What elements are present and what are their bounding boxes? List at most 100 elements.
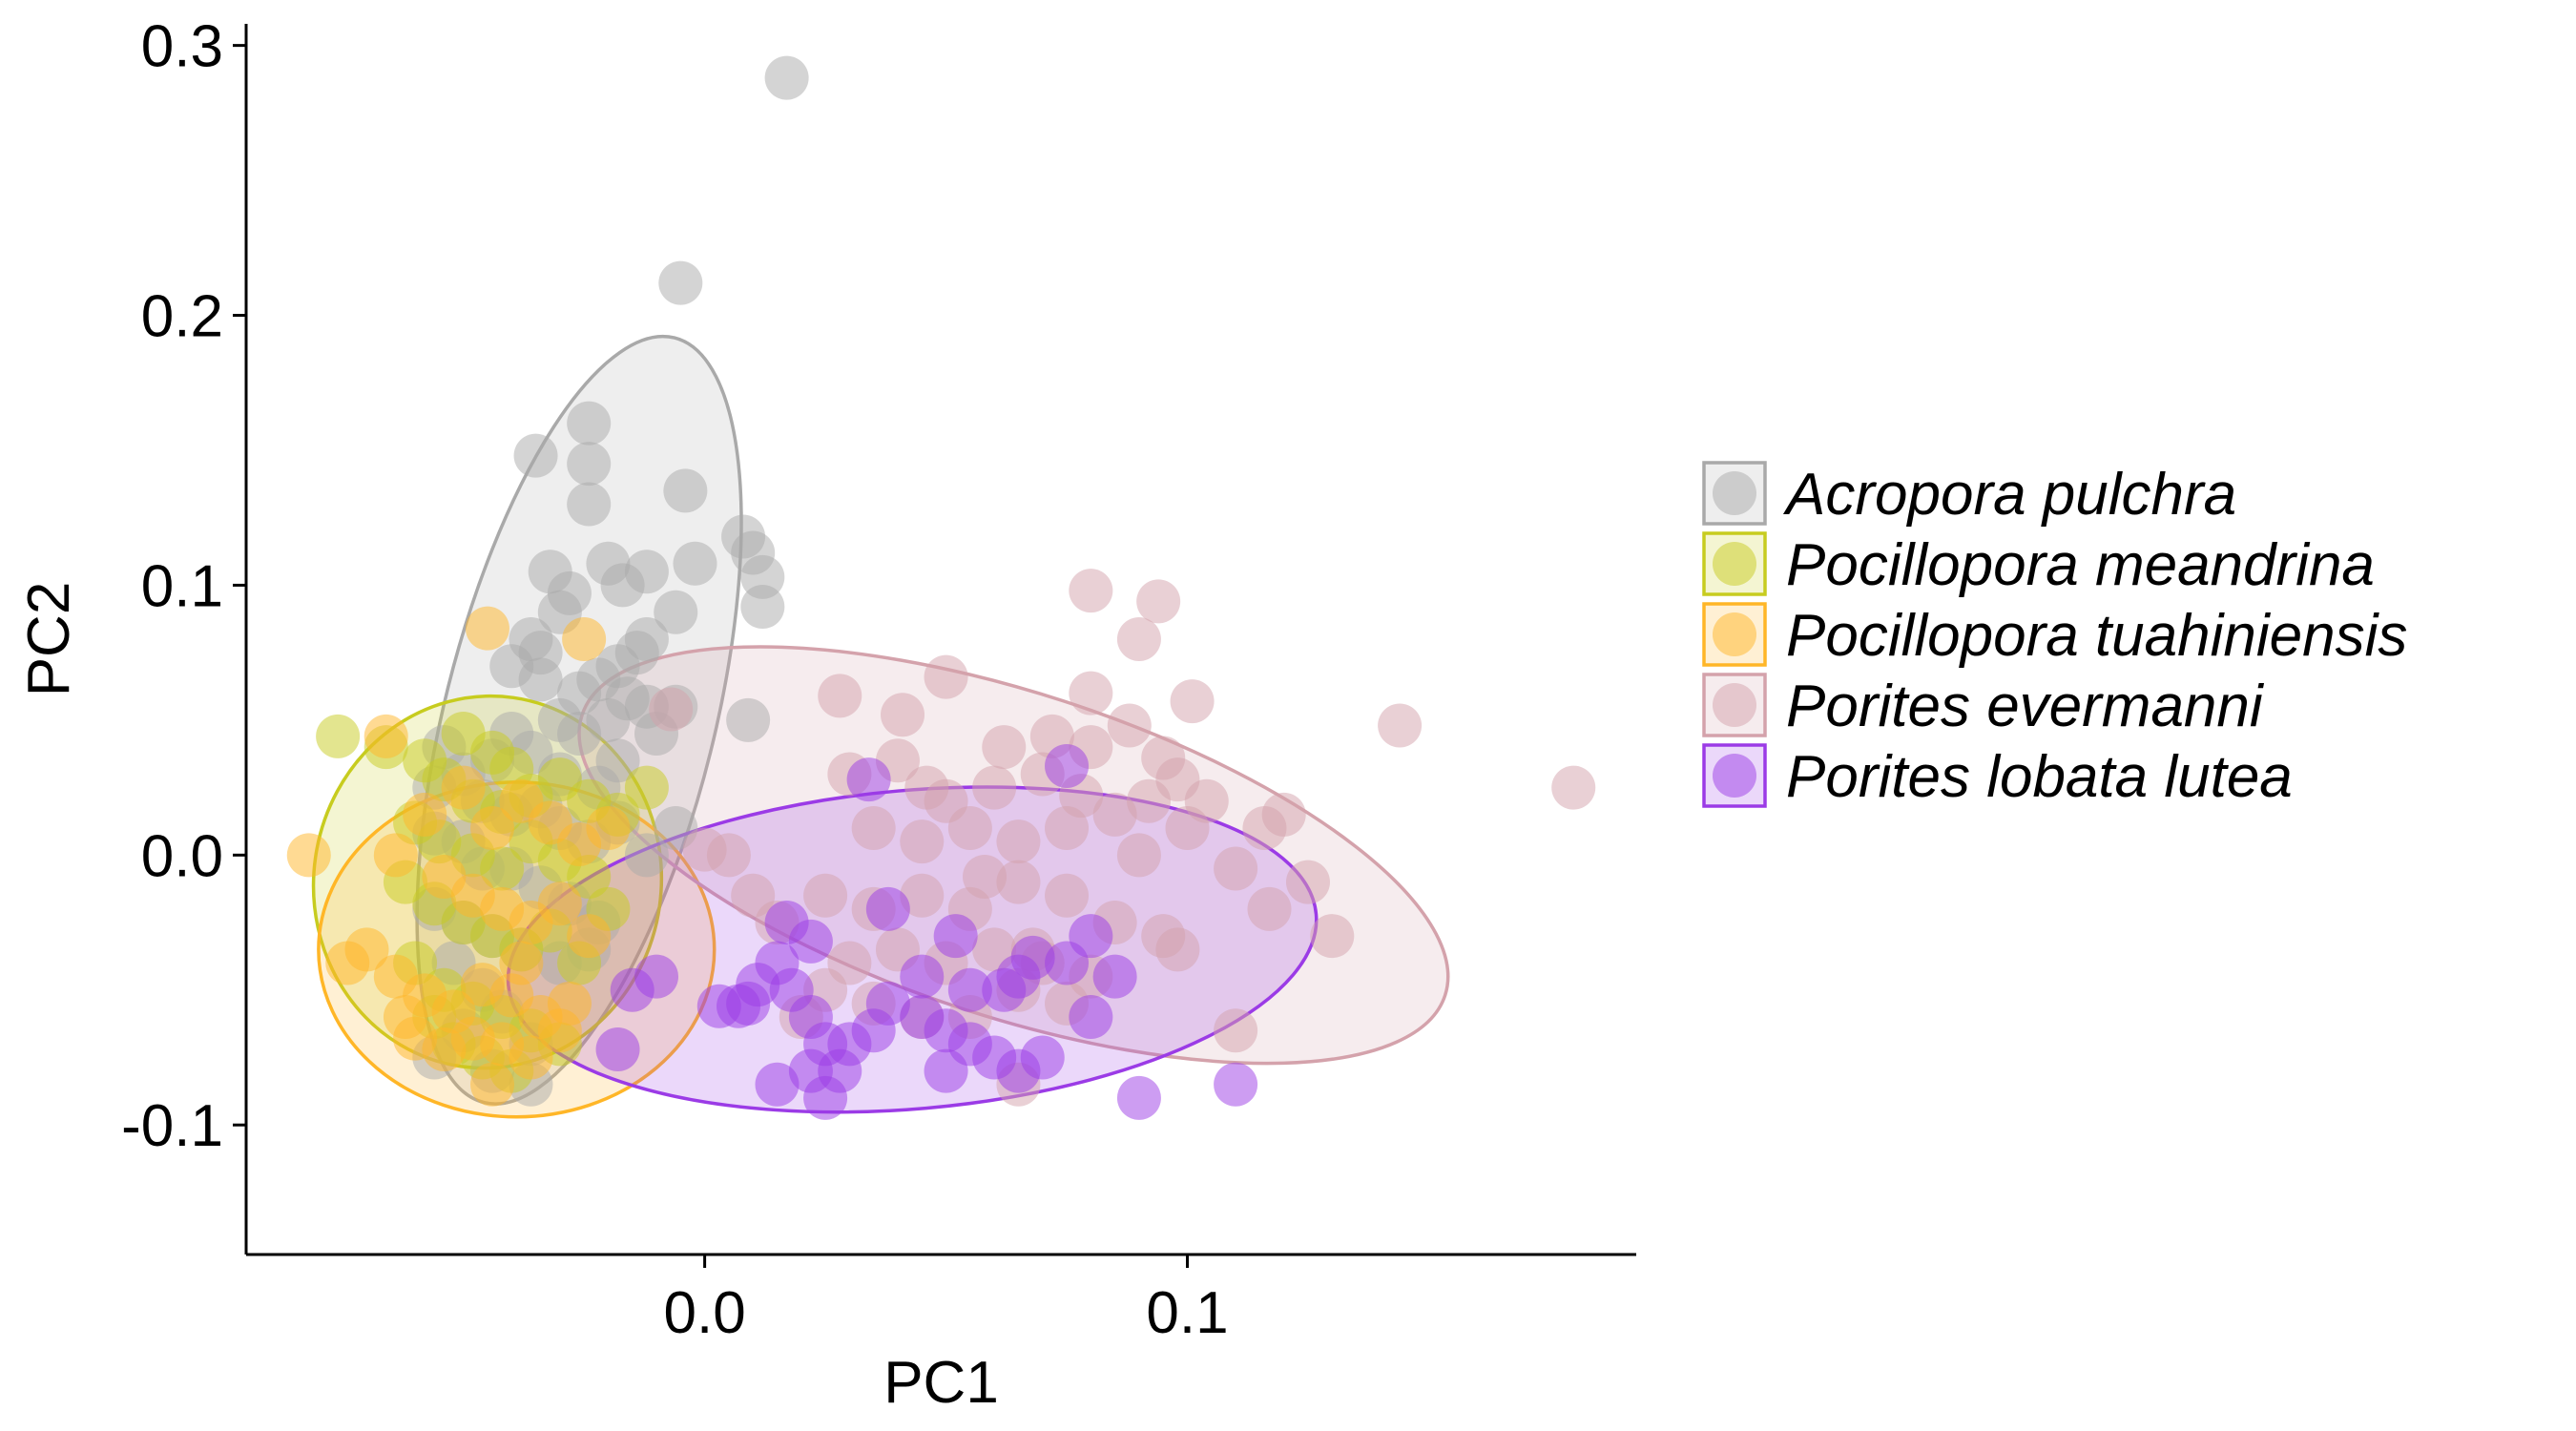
data-point [818, 674, 862, 718]
data-point [567, 914, 612, 959]
x-axis-ticks: 0.0 0.1 [664, 1255, 1229, 1346]
data-point [1069, 569, 1113, 613]
data-point [996, 860, 1041, 904]
data-point [682, 827, 727, 872]
data-point [537, 881, 582, 926]
data-point [726, 697, 771, 742]
data-point [963, 854, 1008, 899]
y-tick-label: 0.2 [141, 284, 223, 350]
data-point [740, 585, 785, 630]
data-point [316, 714, 361, 758]
data-point [851, 1008, 896, 1053]
data-point [982, 967, 1027, 1012]
plot-area [286, 55, 1596, 1120]
data-points [286, 55, 1596, 1120]
y-tick-label: 0.1 [141, 553, 223, 619]
data-point [567, 401, 612, 446]
data-point [1261, 792, 1306, 837]
data-point [1247, 886, 1292, 931]
legend-label: Porites lobata lutea [1786, 744, 2293, 810]
data-point [325, 941, 370, 985]
data-point [441, 765, 486, 810]
data-point [470, 1062, 515, 1107]
data-point [881, 693, 925, 737]
legend-marker [1713, 683, 1756, 727]
legend-label: Acropora pulchra [1782, 462, 2236, 528]
legend-item: Porites evermanni [1702, 673, 2265, 739]
data-point [1214, 846, 1258, 891]
data-point [673, 541, 717, 586]
legend-item: Acropora pulchra [1702, 461, 2236, 528]
y-axis-ticks: -0.1 0.0 0.1 0.2 0.3 [121, 14, 246, 1159]
legend-marker [1713, 612, 1756, 656]
data-point [1155, 927, 1200, 972]
data-point [567, 442, 612, 487]
legend-marker [1713, 542, 1756, 586]
data-point [924, 654, 968, 699]
data-point [1045, 806, 1090, 851]
series-porites-lobata-lutea [595, 743, 1258, 1120]
data-point [470, 806, 515, 851]
data-point [924, 1048, 968, 1093]
data-point [614, 631, 659, 675]
data-point [803, 873, 848, 918]
y-tick-label: 0.3 [141, 14, 223, 80]
data-point [1092, 792, 1137, 837]
data-point [1127, 778, 1172, 823]
data-point [465, 606, 509, 651]
data-point [624, 833, 669, 878]
data-point [624, 765, 669, 810]
data-point [900, 873, 945, 918]
data-point [1214, 1008, 1258, 1053]
data-point [567, 482, 612, 527]
data-point [624, 550, 669, 594]
data-point [1165, 806, 1210, 851]
data-point [537, 1008, 582, 1053]
data-point [1045, 743, 1090, 788]
data-point [1045, 873, 1090, 918]
data-point [586, 806, 631, 851]
data-point [1069, 995, 1113, 1040]
data-point [663, 468, 708, 513]
data-point [658, 260, 703, 305]
data-point [1010, 935, 1055, 980]
data-point [480, 846, 525, 891]
data-point [1378, 703, 1423, 748]
data-point [373, 833, 418, 878]
data-point [403, 792, 447, 837]
legend-label: Porites evermanni [1786, 674, 2265, 739]
data-point [982, 725, 1027, 770]
data-point [1069, 671, 1113, 716]
data-point [972, 765, 1017, 810]
data-point [996, 819, 1041, 864]
data-point [1551, 765, 1596, 810]
data-point [649, 687, 694, 732]
legend-marker [1713, 754, 1756, 798]
data-point [904, 765, 949, 810]
data-point [900, 954, 945, 999]
data-point [1092, 954, 1137, 999]
data-point [509, 1035, 553, 1080]
data-point [1285, 860, 1330, 904]
data-point [586, 697, 631, 742]
legend-item: Pocillopora meandrina [1702, 531, 2375, 598]
data-point [851, 806, 896, 851]
data-point [846, 757, 891, 802]
data-point [1069, 914, 1113, 959]
y-axis-title: PC2 [16, 582, 82, 697]
series-pocillopora-tuahiniensis [286, 606, 631, 1107]
data-point [383, 995, 427, 1040]
data-point [513, 433, 558, 478]
data-point [499, 941, 544, 985]
data-point [726, 981, 771, 1026]
data-point [1020, 1035, 1065, 1080]
x-tick-label: 0.1 [1146, 1280, 1228, 1346]
data-point [1107, 703, 1152, 748]
data-point [1116, 833, 1161, 878]
data-point [610, 967, 654, 1012]
y-tick-label: 0.0 [141, 823, 223, 889]
data-point [286, 833, 331, 878]
x-axis-title: PC1 [883, 1350, 999, 1416]
data-point [1310, 914, 1355, 959]
